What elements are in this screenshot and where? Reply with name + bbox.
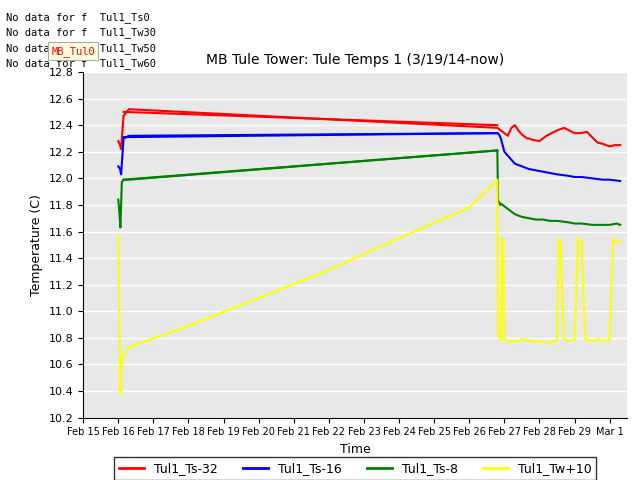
Text: No data for f  Tul1_Ts0: No data for f Tul1_Ts0 [6, 12, 150, 23]
Legend: Tul1_Ts-32, Tul1_Ts-16, Tul1_Ts-8, Tul1_Tw+10: Tul1_Ts-32, Tul1_Ts-16, Tul1_Ts-8, Tul1_… [114, 457, 596, 480]
Text: No data for f  Tul1_Tw30: No data for f Tul1_Tw30 [6, 27, 156, 38]
Text: No data for f  Tul1_Tw60: No data for f Tul1_Tw60 [6, 58, 156, 69]
Title: MB Tule Tower: Tule Temps 1 (3/19/14-now): MB Tule Tower: Tule Temps 1 (3/19/14-now… [206, 53, 504, 67]
Y-axis label: Temperature (C): Temperature (C) [30, 194, 43, 296]
Text: No data for f  Tul1_Tw50: No data for f Tul1_Tw50 [6, 43, 156, 54]
X-axis label: Time: Time [340, 443, 371, 456]
Text: MB_Tul0: MB_Tul0 [51, 46, 95, 57]
